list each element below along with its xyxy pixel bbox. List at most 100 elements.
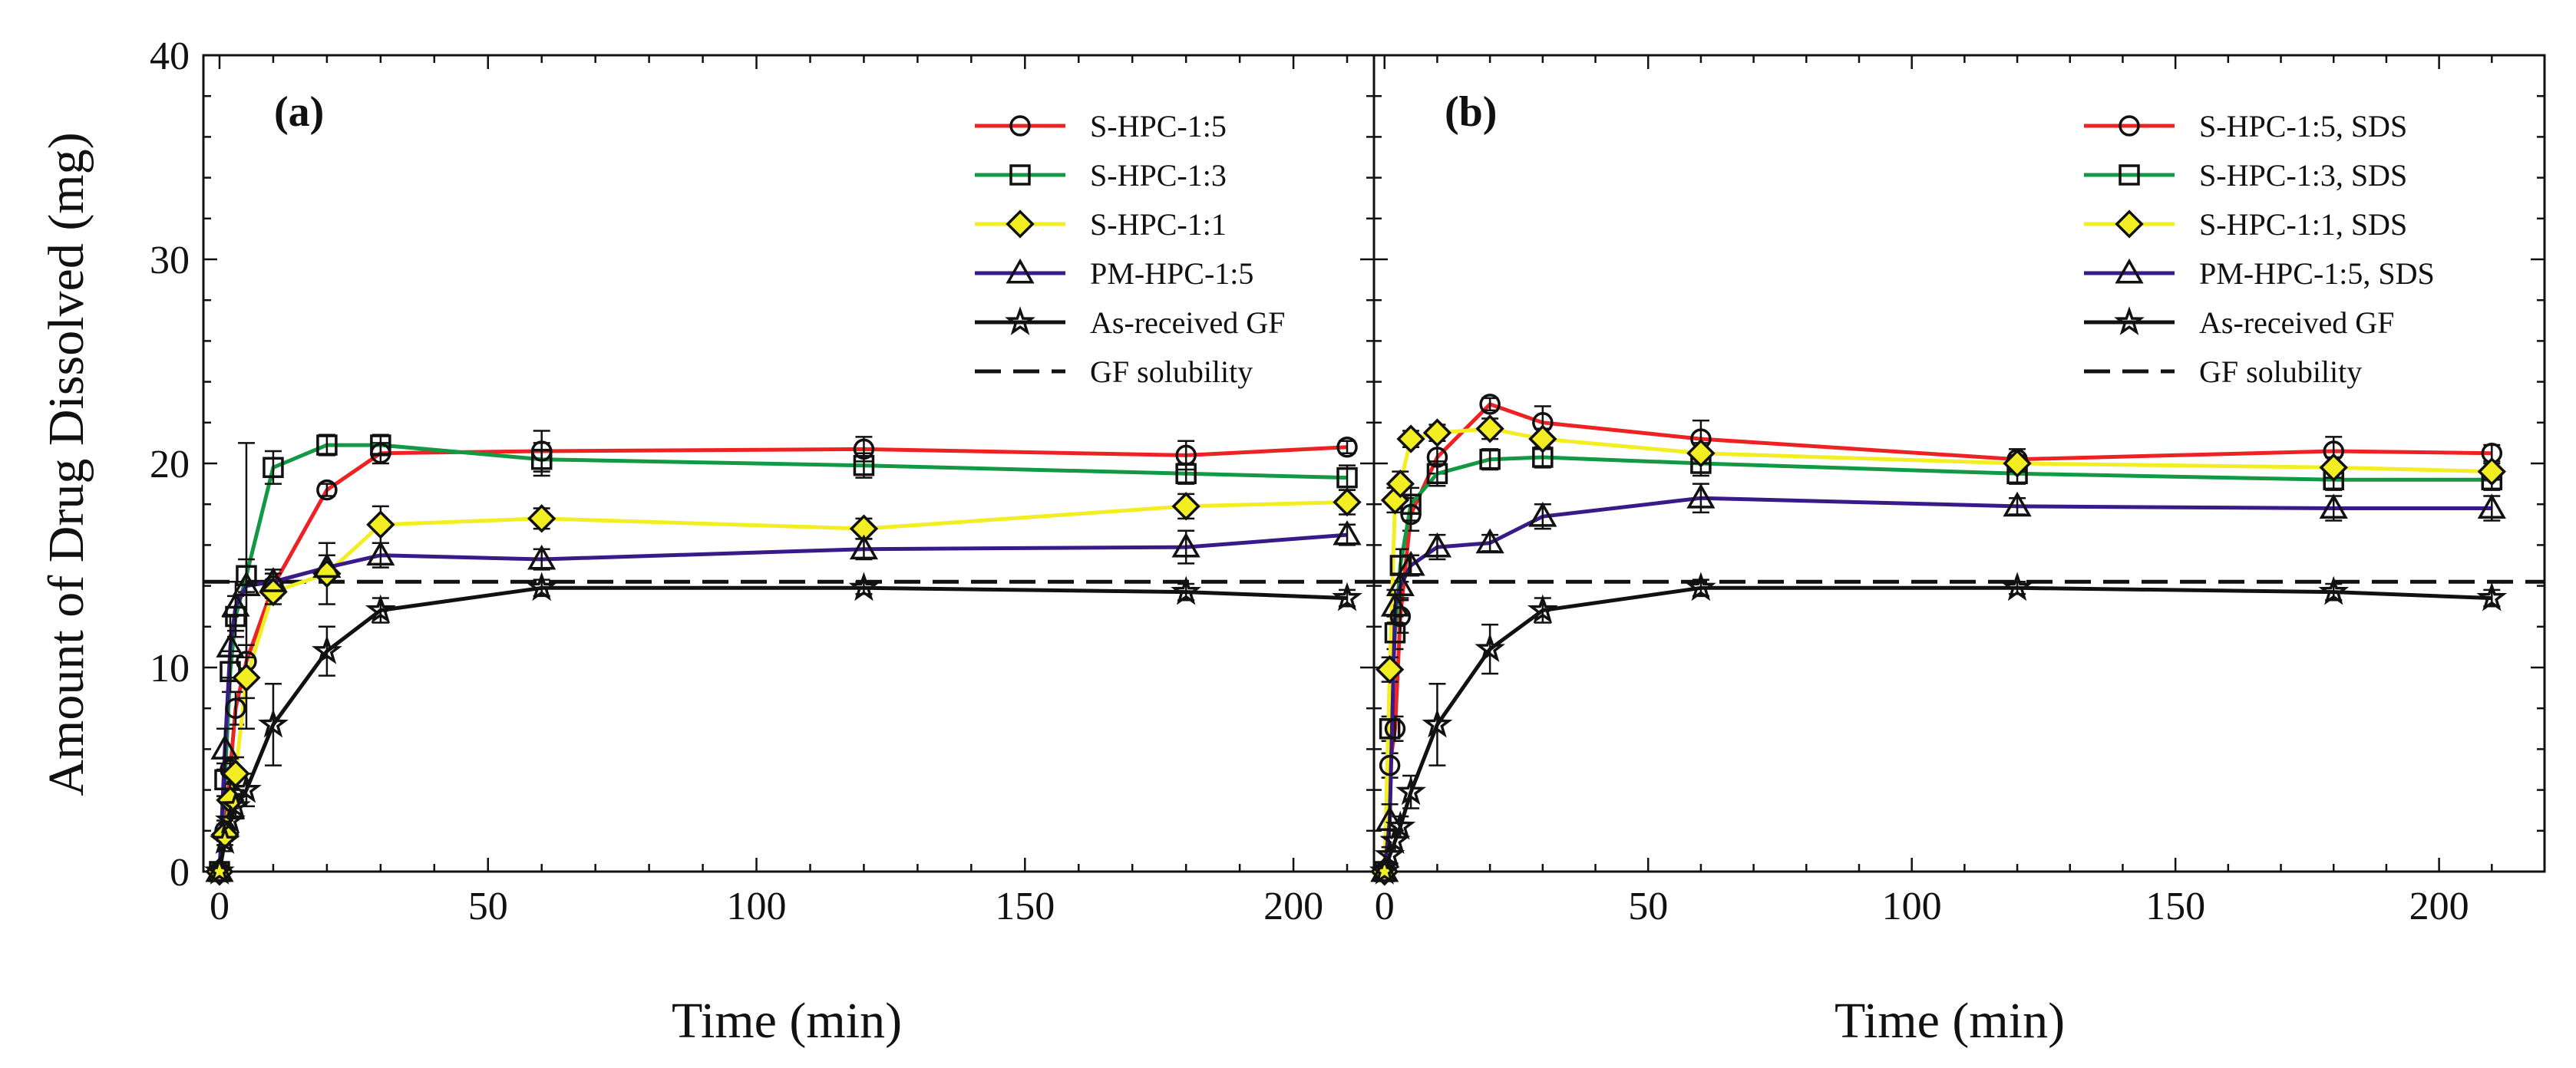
x-axis-title-b: Time (min) — [1835, 993, 2065, 1049]
data-point — [216, 632, 245, 658]
data-point — [853, 454, 875, 476]
data-point — [1426, 447, 1448, 468]
data-point — [1380, 592, 1410, 617]
legend-marker — [2119, 164, 2140, 186]
data-point — [1175, 463, 1197, 485]
data-point — [2003, 491, 2032, 517]
data-point — [312, 552, 342, 578]
legend-marker — [2115, 258, 2144, 284]
data-point — [1686, 572, 1716, 602]
data-point — [1396, 424, 1425, 453]
data-point — [258, 708, 289, 738]
legend-label: PM-HPC-1:5, SDS — [2199, 256, 2435, 291]
data-point — [1332, 582, 1362, 611]
data-point — [1527, 594, 1558, 624]
series-line — [1382, 427, 2492, 872]
data-point — [1374, 839, 1405, 869]
data-point — [1336, 466, 1358, 489]
data-point — [259, 567, 288, 592]
legend-label: S-HPC-1:5 — [1090, 109, 1227, 143]
data-point — [2319, 453, 2348, 482]
data-point — [1171, 492, 1200, 521]
data-point — [2319, 493, 2348, 519]
data-point — [1385, 810, 1416, 840]
data-point — [1379, 825, 1411, 855]
data-point — [1379, 754, 1401, 776]
data-point — [203, 855, 235, 885]
data-point — [527, 504, 556, 533]
data-point — [527, 544, 556, 570]
x-tick-label: 150 — [995, 885, 1055, 928]
data-point — [1380, 486, 1410, 515]
data-point — [2318, 575, 2350, 605]
legend-marker — [1009, 164, 1031, 186]
data-point — [311, 635, 342, 664]
data-point — [232, 571, 261, 597]
data-point — [1528, 502, 1557, 527]
data-point — [205, 856, 234, 882]
data-point — [225, 697, 246, 719]
legend-label: As-received GF — [1090, 305, 1285, 340]
data-point — [1171, 532, 1200, 558]
data-point — [1333, 487, 1362, 517]
legend-marker — [1006, 209, 1035, 239]
data-point — [1396, 550, 1425, 576]
y-tick-label: 10 — [150, 647, 190, 691]
x-tick-label: 100 — [727, 885, 787, 928]
data-point — [1479, 448, 1501, 470]
legend-label: GF solubility — [1090, 354, 1253, 389]
data-point — [263, 457, 284, 479]
data-point — [220, 789, 251, 819]
data-point — [1384, 622, 1406, 644]
legend-label: S-HPC-1:3 — [1090, 158, 1227, 193]
data-point — [1375, 654, 1405, 684]
data-point — [365, 594, 396, 624]
legend-marker — [1009, 115, 1031, 137]
data-point — [1385, 469, 1415, 499]
data-point — [214, 804, 246, 834]
x-tick-label: 0 — [1375, 885, 1395, 928]
data-point — [1686, 439, 1716, 468]
data-point — [526, 572, 557, 602]
panel-label: (a) — [274, 88, 324, 136]
data-point — [2477, 457, 2506, 486]
data-point — [1422, 532, 1452, 558]
data-point — [1369, 855, 1400, 885]
data-point — [1475, 633, 1506, 663]
data-point — [1171, 575, 1202, 605]
data-point — [2002, 572, 2033, 602]
data-point — [1528, 424, 1557, 453]
legend-label: PM-HPC-1:5 — [1090, 256, 1253, 291]
legend-marker — [1006, 258, 1035, 284]
data-point — [366, 510, 395, 539]
legend-label: S-HPC-1:5, SDS — [2199, 109, 2407, 143]
y-tick-label: 0 — [170, 851, 190, 895]
legend-label: S-HPC-1:1 — [1090, 207, 1227, 242]
data-point — [1479, 394, 1501, 415]
data-point — [210, 734, 239, 760]
data-point — [230, 773, 262, 803]
x-tick-label: 200 — [1263, 885, 1323, 928]
legend-label: As-received GF — [2199, 305, 2394, 340]
y-tick-label: 20 — [150, 443, 190, 486]
panel-b-plot: 0 50 100 150 200 (b) S-HPC-1:5, SDS S-HPC-1:3, … — [1369, 54, 2546, 928]
data-point — [2477, 493, 2506, 519]
data-point — [236, 565, 257, 587]
panel-a-plot: 0 50 100 150 200 0 10 20 30 40 (a) S-HPC-1:5 S-HPC-1… — [150, 35, 1376, 928]
data-point — [853, 438, 875, 460]
data-point — [316, 479, 338, 501]
legend-label: S-HPC-1:1, SDS — [2199, 207, 2407, 242]
legend-marker — [1005, 306, 1035, 335]
legend-marker — [2119, 115, 2140, 137]
x-tick-label: 100 — [1882, 885, 1942, 928]
legend-label: S-HPC-1:3, SDS — [2199, 158, 2407, 193]
data-point — [366, 540, 395, 566]
data-point — [370, 434, 391, 456]
data-point — [849, 534, 879, 560]
data-point — [209, 825, 240, 855]
legend-marker — [2115, 209, 2144, 239]
y-axis-title: Amount of Drug Dissolved (mg) — [38, 132, 94, 796]
panel-label: (b) — [1445, 88, 1497, 136]
